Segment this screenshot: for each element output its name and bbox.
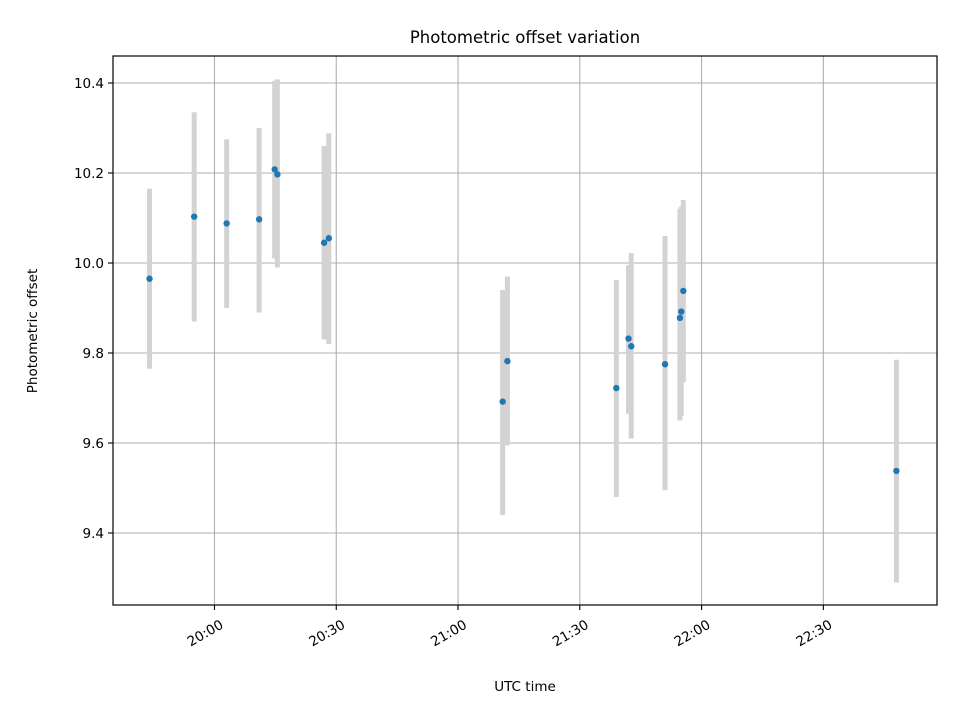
data-point: [146, 275, 153, 282]
data-point: [255, 216, 263, 223]
data-point: [680, 287, 687, 295]
chart-title: Photometric offset variation: [410, 28, 640, 47]
x-tick-label: 20:00: [185, 617, 227, 650]
data-point: [504, 357, 511, 365]
x-tick-label: 22:30: [793, 617, 835, 650]
data-point: [320, 239, 328, 246]
data-point: [676, 314, 684, 322]
data-point: [499, 398, 506, 405]
y-tick-label: 9.4: [83, 526, 104, 542]
data-point: [325, 235, 333, 242]
y-tick-label: 9.8: [83, 346, 104, 362]
error-bars: [147, 79, 899, 583]
plot-frame: [112, 55, 938, 606]
data-point: [613, 384, 620, 392]
data-point: [678, 308, 685, 315]
x-tick-label: 22:00: [672, 617, 714, 650]
y-tick-label: 10.0: [74, 256, 104, 272]
x-tick-label: 21:30: [550, 617, 592, 650]
data-point: [661, 361, 669, 368]
data-point: [190, 213, 198, 220]
data-point: [625, 335, 632, 342]
grid-lines: [113, 56, 937, 605]
x-tick-label: 20:30: [306, 617, 348, 650]
data-point: [274, 171, 281, 178]
y-axis-label: Photometric offset: [25, 269, 41, 393]
axis-ticks: 20:00 20:30 21:00 21:30 22:00 22:30 9.4 9.6 9.8 1…: [74, 76, 835, 650]
data-point: [223, 220, 230, 227]
data-points: [146, 166, 900, 475]
data-point: [271, 166, 278, 173]
y-tick-label: 9.6: [83, 436, 104, 452]
y-tick-label: 10.4: [74, 76, 104, 92]
y-tick-label: 10.2: [74, 166, 104, 182]
data-point: [893, 467, 900, 475]
x-axis-label: UTC time: [494, 679, 556, 695]
data-point: [628, 343, 635, 350]
x-tick-label: 21:00: [428, 617, 470, 650]
